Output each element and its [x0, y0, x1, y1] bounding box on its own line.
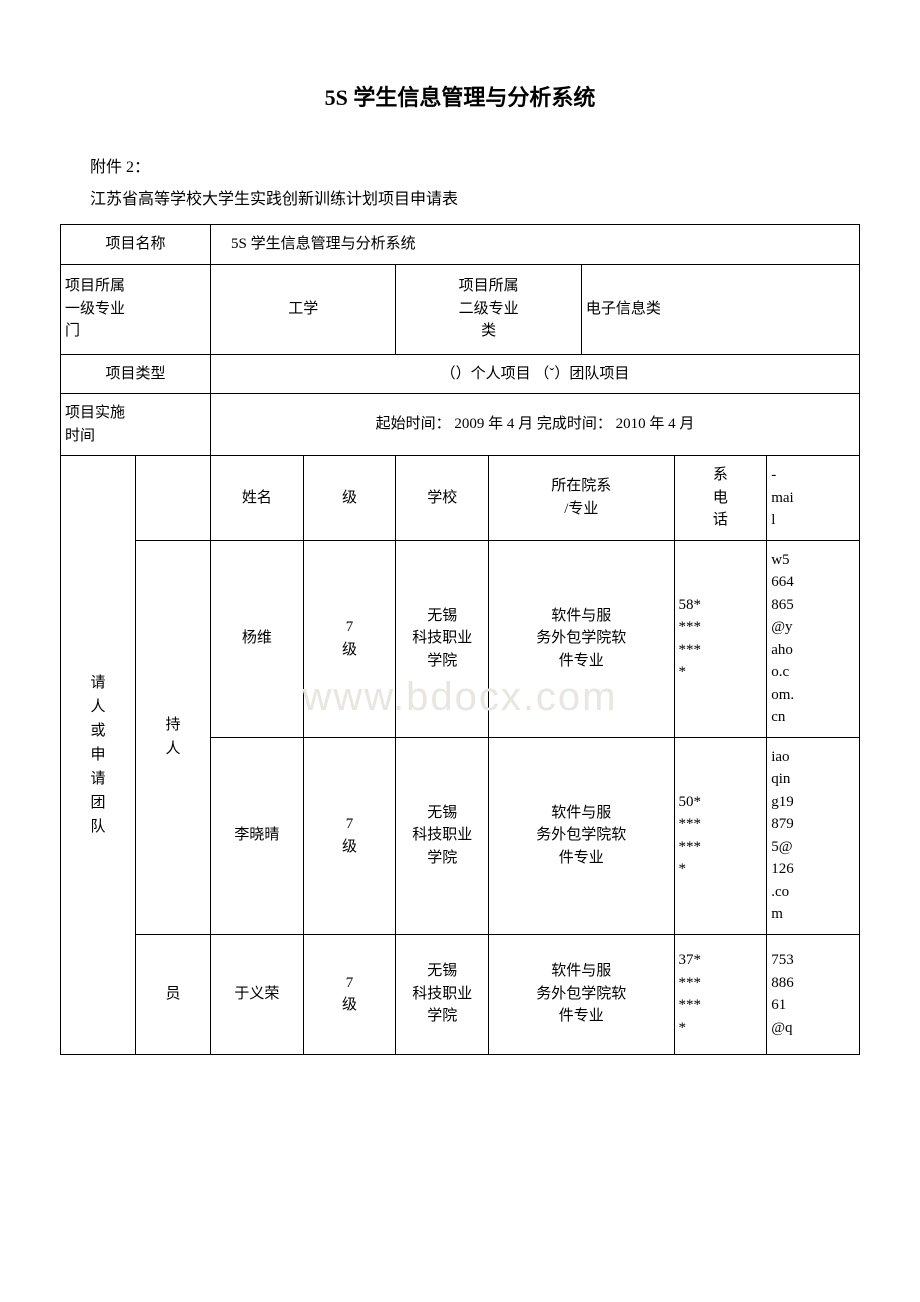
document-body: www.bdocx.com 5S 学生信息管理与分析系统 附件 2： 江苏省高等…: [60, 80, 860, 1055]
label-major2: 项目所属 二级专业 类: [396, 264, 581, 354]
header-phone: 系 电 话: [674, 456, 767, 541]
value-type: （）个人项目 （ˇ）团队项目: [211, 354, 860, 394]
member3-dept: 软件与服 务外包学院软 件专业: [489, 934, 674, 1054]
member1-mail: w5 664 865 @y aho o.c om. cn: [767, 540, 860, 737]
attachment-label: 附件 2：: [90, 152, 860, 184]
row-member-3: 员 于义荣 7 级 无锡 科技职业 学院 软件与服 务外包学院软 件专业 37*…: [61, 934, 860, 1054]
row-major: 项目所属 一级专业 门 工学 项目所属 二级专业 类 电子信息类: [61, 264, 860, 354]
row-type: 项目类型 （）个人项目 （ˇ）团队项目: [61, 354, 860, 394]
row-time: 项目实施 时间 起始时间： 2009 年 4 月 完成时间： 2010 年 4 …: [61, 394, 860, 456]
member1-phone: 58* *** *** *: [674, 540, 767, 737]
header-mail: - mai l: [767, 456, 860, 541]
member1-dept: 软件与服 务外包学院软 件专业: [489, 540, 674, 737]
label-type: 项目类型: [61, 354, 211, 394]
member2-mail: iao qin g19 879 5@ 126 .co m: [767, 737, 860, 934]
member2-name: 李晓晴: [211, 737, 304, 934]
header-empty-role: [136, 456, 211, 541]
header-grade: 级: [303, 456, 396, 541]
header-dept: 所在院系 /专业: [489, 456, 674, 541]
role-member: 员: [136, 934, 211, 1054]
row-project-name: 项目名称 5S 学生信息管理与分析系统: [61, 225, 860, 265]
member1-grade: 7 级: [303, 540, 396, 737]
value-time: 起始时间： 2009 年 4 月 完成时间： 2010 年 4 月: [211, 394, 860, 456]
member1-name: 杨维: [211, 540, 304, 737]
member2-phone: 50* *** *** *: [674, 737, 767, 934]
member2-school: 无锡 科技职业 学院: [396, 737, 489, 934]
page-title: 5S 学生信息管理与分析系统: [60, 80, 860, 112]
form-title: 江苏省高等学校大学生实践创新训练计划项目申请表: [90, 184, 860, 216]
member2-dept: 软件与服 务外包学院软 件专业: [489, 737, 674, 934]
label-project-name: 项目名称: [61, 225, 211, 265]
row-member-header: 请 人 或 申 请 团 队 姓名 级 学校 所在院系 /专业 系 电 话 - m…: [61, 456, 860, 541]
value-project-name: 5S 学生信息管理与分析系统: [211, 225, 860, 265]
value-major1: 工学: [211, 264, 396, 354]
role-holder: 持 人: [136, 540, 211, 934]
member3-name: 于义荣: [211, 934, 304, 1054]
row-member-1: 持 人 杨维 7 级 无锡 科技职业 学院 软件与服 务外包学院软 件专业 58…: [61, 540, 860, 737]
header-name: 姓名: [211, 456, 304, 541]
member1-school: 无锡 科技职业 学院: [396, 540, 489, 737]
application-table: 项目名称 5S 学生信息管理与分析系统 项目所属 一级专业 门 工学 项目所属 …: [60, 224, 860, 1055]
member3-grade: 7 级: [303, 934, 396, 1054]
label-applicant-group: 请 人 或 申 请 团 队: [61, 456, 136, 1055]
label-time: 项目实施 时间: [61, 394, 211, 456]
label-major1: 项目所属 一级专业 门: [61, 264, 211, 354]
header-school: 学校: [396, 456, 489, 541]
value-major2: 电子信息类: [581, 264, 859, 354]
member3-phone: 37* *** *** *: [674, 934, 767, 1054]
member3-school: 无锡 科技职业 学院: [396, 934, 489, 1054]
member2-grade: 7 级: [303, 737, 396, 934]
member3-mail: 753 886 61 @q: [767, 934, 860, 1054]
